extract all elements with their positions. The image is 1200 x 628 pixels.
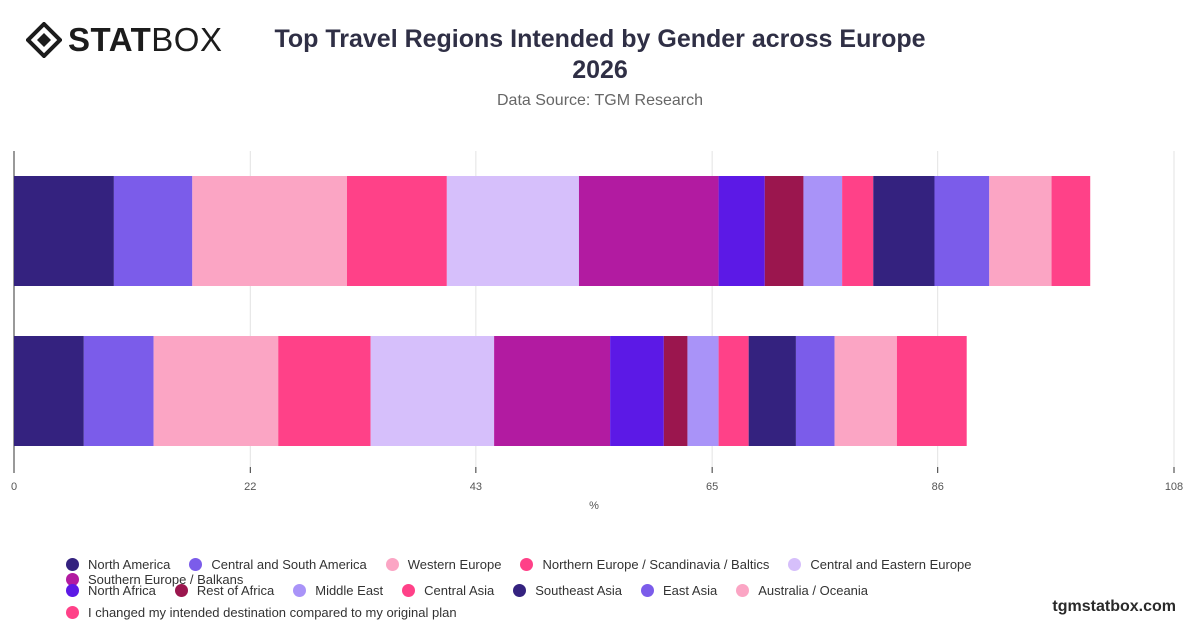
- legend-item[interactable]: Middle East: [293, 583, 383, 598]
- bar-segment[interactable]: [14, 176, 114, 286]
- bar-segment[interactable]: [83, 336, 154, 446]
- bar-segment[interactable]: [842, 176, 874, 286]
- bar-segment[interactable]: [834, 336, 897, 446]
- bar-segments: [14, 176, 1091, 446]
- legend-label: Australia / Oceania: [758, 582, 869, 598]
- legend-item[interactable]: Southern Europe / Balkans: [66, 572, 243, 587]
- legend-label: Rest of Africa: [196, 582, 275, 598]
- legend-item[interactable]: Southeast Asia: [513, 583, 622, 598]
- logo-text-light: BOX: [151, 21, 223, 58]
- bar-segment[interactable]: [153, 336, 279, 446]
- legend-swatch: [66, 605, 79, 619]
- bar-segment[interactable]: [896, 336, 967, 446]
- bar-segment[interactable]: [370, 336, 495, 446]
- diamond-logo-icon: [26, 22, 62, 58]
- legend-label: Southern Europe / Balkans: [88, 572, 244, 587]
- bar-segment[interactable]: [795, 336, 835, 446]
- legend-label: Western Europe: [407, 557, 502, 572]
- chart-title-line1: Top Travel Regions Intended by Gender ac…: [274, 25, 926, 53]
- legend-row: North Africa Rest of Africa Middle East Cen…: [66, 579, 1166, 601]
- legend-swatch: [66, 573, 79, 586]
- bar-segment[interactable]: [192, 176, 347, 286]
- legend-swatch: [788, 558, 802, 571]
- x-tick-label: 108: [1165, 481, 1183, 493]
- legend-item[interactable]: Australia / Oceania: [736, 583, 868, 598]
- bar-segment[interactable]: [687, 336, 719, 446]
- bar-segment[interactable]: [346, 176, 447, 286]
- x-tick-label: 65: [706, 481, 718, 493]
- bar-segment[interactable]: [278, 336, 371, 446]
- bar-segment[interactable]: [446, 176, 579, 286]
- legend-swatch: [385, 558, 399, 571]
- bar-segment[interactable]: [934, 176, 990, 286]
- x-tick-label: 22: [244, 481, 256, 493]
- bar-segment[interactable]: [113, 176, 193, 286]
- legend-item[interactable]: North America: [66, 557, 170, 572]
- legend-swatch: [520, 558, 534, 571]
- legend-label: North America: [88, 557, 171, 572]
- legend-item[interactable]: Central Asia: [402, 583, 494, 598]
- legend-label: Central Asia: [424, 582, 495, 598]
- x-axis-label: %: [589, 500, 599, 512]
- chart-title: Top Travel Regions Intended by Gender ac…: [240, 24, 960, 86]
- legend-item[interactable]: I changed my intended destination compar…: [66, 605, 457, 620]
- bar-segment[interactable]: [873, 176, 935, 286]
- legend-label: Southeast Asia: [535, 582, 622, 598]
- legend-label: North Africa: [88, 582, 156, 598]
- logo-text-bold: STAT: [68, 21, 152, 58]
- legend-item[interactable]: Central and South America: [189, 557, 367, 572]
- x-tick-label: 86: [932, 481, 944, 493]
- legend-swatch: [736, 583, 750, 597]
- bar-segment[interactable]: [663, 336, 688, 446]
- legend-swatch: [66, 583, 79, 597]
- legend-swatch: [189, 558, 203, 571]
- bar-segment[interactable]: [718, 336, 749, 446]
- legend-item[interactable]: East Asia: [640, 582, 718, 598]
- legend-item[interactable]: North Africa: [66, 583, 156, 598]
- bar-segment[interactable]: [610, 336, 664, 446]
- chart-legend: North America Central and South America We…: [66, 557, 1166, 623]
- legend-label: Northern Europe / Scandinavia / Baltics: [542, 557, 770, 572]
- bar-segment[interactable]: [748, 336, 796, 446]
- legend-item[interactable]: Western Europe: [385, 557, 502, 572]
- legend-label: Central and Eastern Europe: [810, 557, 972, 572]
- bar-segment[interactable]: [1051, 176, 1091, 286]
- chart-title-line2: 2026: [572, 56, 628, 84]
- bar-segment[interactable]: [494, 336, 611, 446]
- statbox-logo: STATBOX: [26, 22, 222, 58]
- stacked-bar-chart: 0 22 43 65 86 108%: [11, 151, 1183, 512]
- bar-segment[interactable]: [578, 176, 719, 286]
- logo-text: STATBOX: [68, 22, 222, 58]
- bar-segment[interactable]: [803, 176, 843, 286]
- bar-segment[interactable]: [764, 176, 804, 286]
- legend-swatch: [640, 583, 654, 597]
- bar-segment[interactable]: [989, 176, 1052, 286]
- legend-label: East Asia: [662, 582, 718, 598]
- legend-row: North America Central and South America We…: [66, 557, 1166, 587]
- legend-item[interactable]: Northern Europe / Scandinavia / Baltics: [520, 557, 769, 572]
- bar-segment[interactable]: [718, 176, 765, 286]
- legend-swatch: [66, 558, 79, 571]
- legend-swatch: [293, 583, 307, 597]
- x-axis: 0 22 43 65 86 108%: [11, 467, 1183, 512]
- legend-swatch: [513, 583, 527, 597]
- x-tick-label: 0: [11, 481, 17, 493]
- legend-row: I changed my intended destination compar…: [66, 601, 1166, 623]
- bar-segment[interactable]: [14, 336, 84, 446]
- x-tick-label: 43: [470, 481, 482, 493]
- legend-swatch: [174, 583, 188, 597]
- chart-subtitle: Data Source: TGM Research: [496, 92, 703, 109]
- legend-item[interactable]: Central and Eastern Europe: [788, 557, 972, 572]
- legend-label: Middle East: [315, 582, 384, 598]
- footer-site: tgmstatbox.com: [1052, 598, 1176, 615]
- legend-item[interactable]: Rest of Africa: [174, 582, 275, 598]
- legend-label: Central and South America: [211, 557, 367, 572]
- legend-swatch: [402, 583, 416, 597]
- legend-label: I changed my intended destination compar…: [88, 604, 457, 620]
